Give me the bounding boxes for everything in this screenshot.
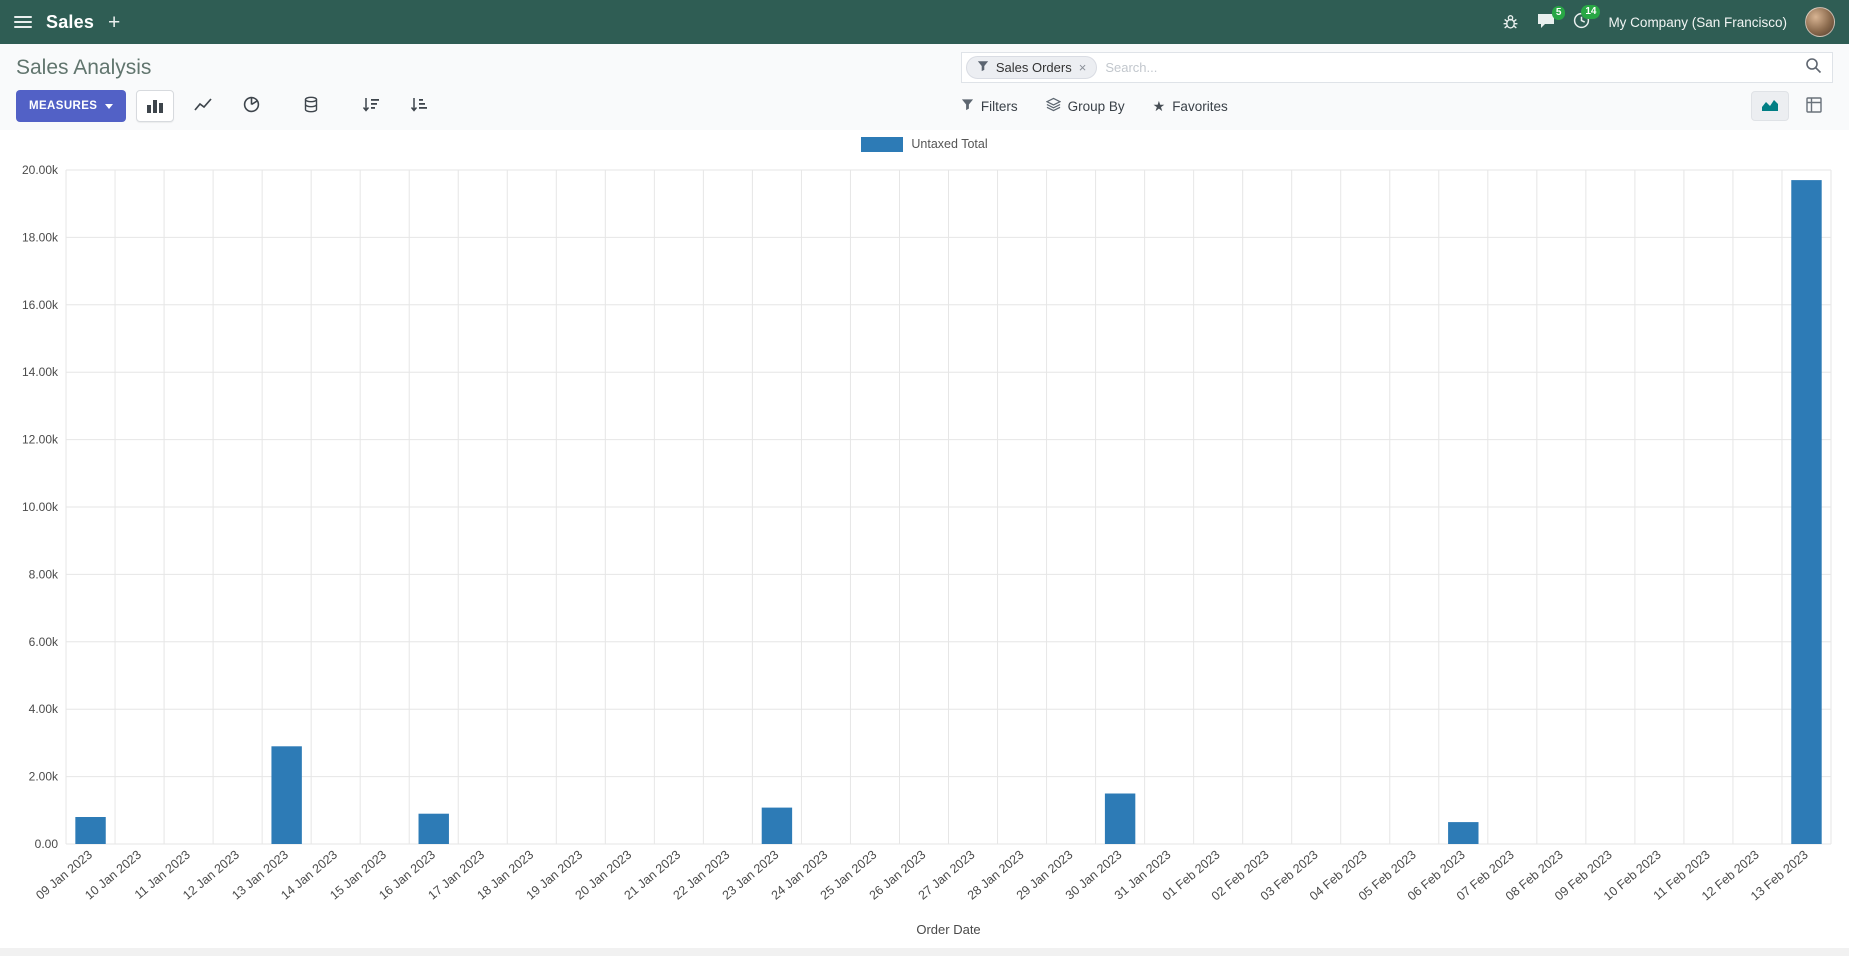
filters-funnel-icon [961,98,974,114]
y-tick-label: 2.00k [29,770,59,784]
y-tick-label: 20.00k [22,163,59,177]
top-navbar: Sales + 5 [0,0,1849,44]
chart-area: Untaxed Total 0.00 2.00k 4.00k 6.00k 8.00k 10… [0,132,1849,948]
horizontal-scrollbar[interactable] [0,948,1849,956]
y-tick-label: 6.00k [29,635,59,649]
measures-button[interactable]: MEASURES [16,90,127,122]
new-tab-button[interactable]: + [108,10,121,34]
navbar-left: Sales + [14,12,120,33]
group-by-label: Group By [1067,98,1125,114]
view-switcher [1751,91,1833,121]
search-icon [1805,57,1822,79]
navbar-systray: 5 14 My Company (San Francisco) [1502,5,1835,37]
search-facet[interactable]: Sales Orders × [965,56,1098,79]
caret-down-icon [105,103,114,109]
group-by-menu-button[interactable]: Group By [1045,97,1125,115]
control-panel: Sales Analysis Sales Orders × [0,44,1849,130]
y-tick-label: 4.00k [29,702,59,716]
y-tick-label: 12.00k [22,433,59,447]
sort-ascending-button[interactable] [400,90,438,122]
search-facet-label: Sales Orders [995,60,1072,75]
favorites-menu-button[interactable]: ★ Favorites [1153,99,1228,114]
x-axis-title: Order Date [916,922,980,937]
hamburger-icon [14,16,32,28]
sort-descending-button[interactable] [352,90,390,122]
database-icon [304,96,318,116]
sort-ascending-icon [410,97,428,116]
bar-chart-mode-button[interactable] [136,90,175,122]
bar-chart-icon [146,97,164,116]
pie-chart-icon [243,96,260,116]
y-tick-label: 10.00k [22,500,59,514]
graph-view-button[interactable] [1751,91,1789,121]
apps-menu-button[interactable] [14,16,32,28]
filter-menus: Filters Group By ★ Favorites [961,97,1228,115]
filter-funnel-icon [977,60,989,75]
y-tick-label: 8.00k [29,567,59,581]
search-bar[interactable]: Sales Orders × [960,52,1833,83]
chart-wrap: 0.00 2.00k 4.00k 6.00k 8.00k 10.00k 12.00k 14.0… [0,156,1849,948]
debug-button[interactable] [1502,12,1519,32]
activities-badge: 14 [1581,5,1601,19]
bar[interactable] [271,746,302,844]
sort-descending-icon [362,97,380,116]
pivot-view-button[interactable] [1795,91,1833,121]
company-name[interactable]: My Company (San Francisco) [1608,14,1787,30]
chat-bubble-icon [1537,13,1555,32]
page-title: Sales Analysis [16,55,152,79]
y-tick-label: 14.00k [22,365,59,379]
area-chart-icon [1761,98,1779,115]
measures-label: MEASURES [29,100,98,112]
bar[interactable] [761,807,793,844]
user-avatar[interactable] [1805,7,1835,37]
breadcrumb: Sales Analysis [16,56,943,80]
graph-toolbar: MEASURES [16,90,943,122]
y-tick-label: 0.00 [35,837,59,851]
bug-icon [1502,12,1519,32]
y-tick-label: 16.00k [22,298,59,312]
pivot-table-icon [1806,96,1822,116]
line-chart-icon [194,97,213,116]
filters-label: Filters [980,98,1018,114]
bar[interactable] [418,813,449,844]
star-icon: ★ [1152,98,1166,114]
messages-button[interactable]: 5 [1537,5,1566,32]
app-name[interactable]: Sales [46,11,95,32]
bar[interactable] [75,817,106,844]
legend-swatch [861,136,904,152]
chart-legend[interactable]: Untaxed Total [0,132,1849,156]
favorites-label: Favorites [1172,98,1228,114]
bar[interactable] [1791,180,1822,845]
y-tick-label: 18.00k [22,230,59,244]
bar-chart[interactable]: 0.00 2.00k 4.00k 6.00k 8.00k 10.00k 12.00k 14.0… [14,156,1835,948]
facet-remove-button[interactable]: × [1078,60,1087,75]
line-chart-mode-button[interactable] [184,90,222,122]
bar[interactable] [1448,822,1479,844]
bar[interactable] [1104,793,1136,845]
legend-label: Untaxed Total [911,137,988,151]
search-input[interactable] [1105,60,1797,75]
activities-button[interactable]: 14 [1573,5,1601,32]
search-options-bar: Filters Group By ★ Favorites [961,91,1833,121]
filters-menu-button[interactable]: Filters [961,98,1018,114]
pie-chart-mode-button[interactable] [232,90,270,122]
messages-badge: 5 [1551,5,1566,20]
stacked-toggle-button[interactable] [292,90,330,122]
layers-icon [1045,97,1062,115]
